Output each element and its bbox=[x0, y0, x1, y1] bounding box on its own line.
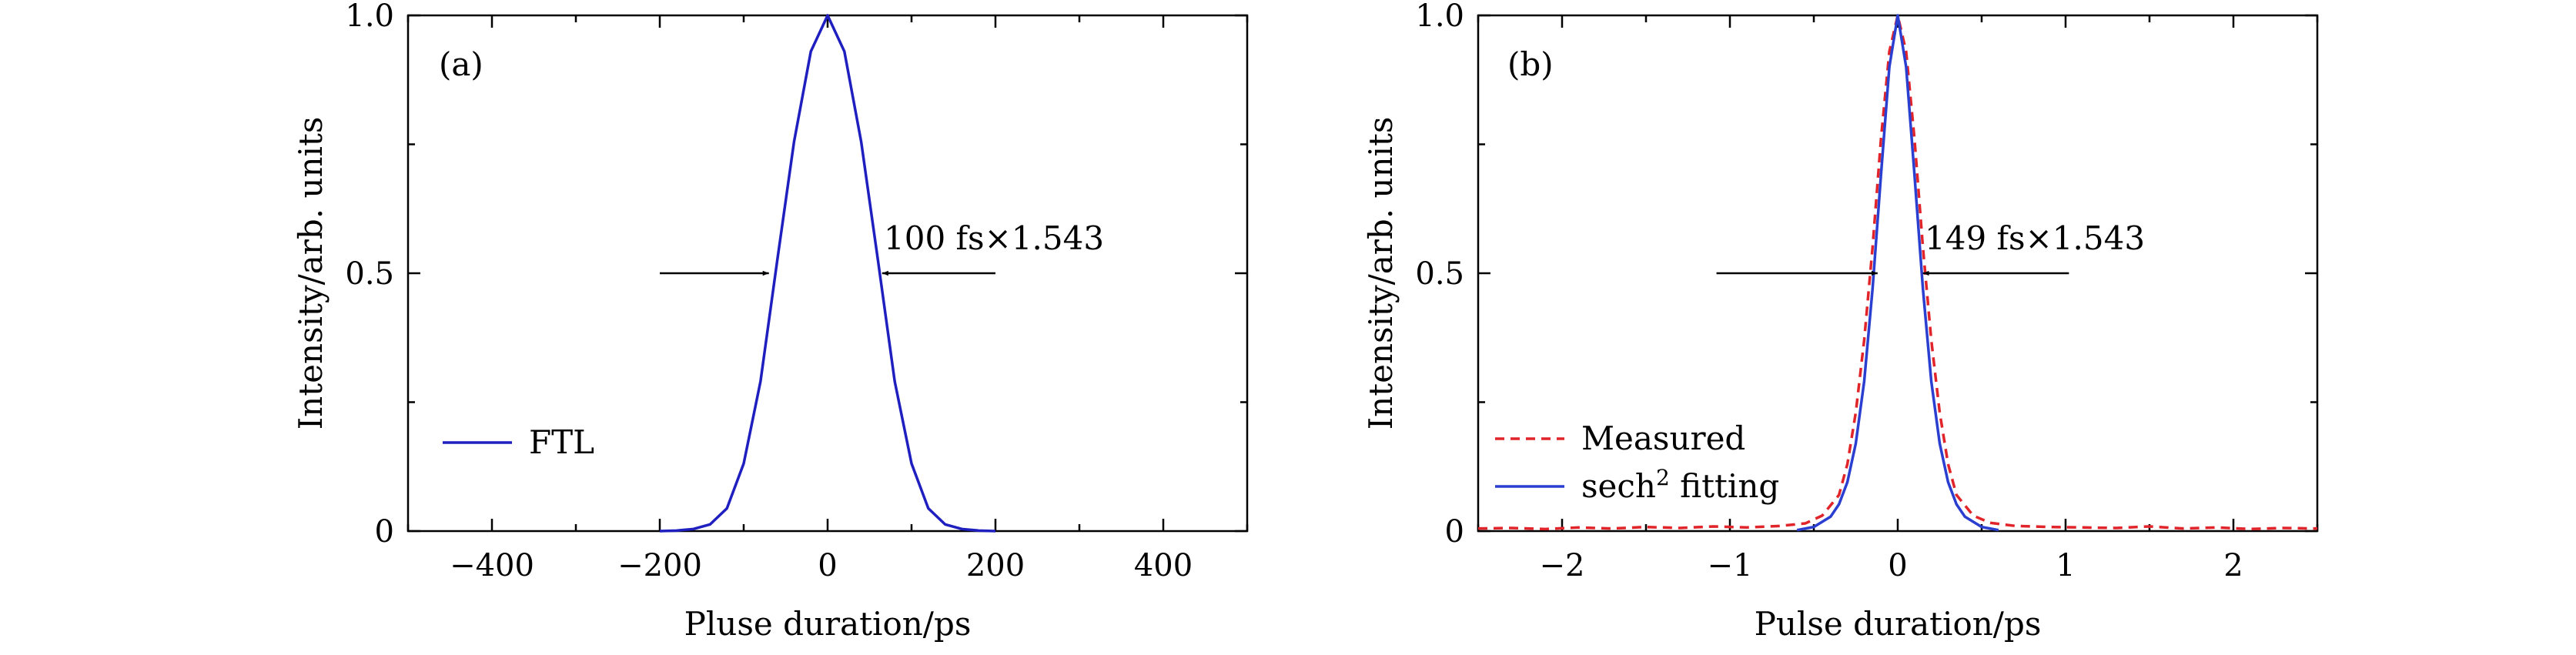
panel-a-series bbox=[659, 14, 996, 533]
x-tick-label: 0 bbox=[1888, 548, 1907, 583]
panel-b-x-ticks: −2 −1 0 1 2 bbox=[1477, 15, 2319, 583]
x-tick-label: −400 bbox=[450, 548, 534, 583]
legend-fitting-text: fitting bbox=[1670, 467, 1780, 505]
legend-sech-text: sech bbox=[1581, 467, 1656, 505]
panel-a-label: (a) bbox=[439, 45, 483, 83]
panel-b-annotation-text: 149 fs×1.543 bbox=[1925, 219, 2145, 257]
panel-b-x-axis-label: Pulse duration/ps bbox=[1755, 605, 2042, 643]
x-tick-label: 1 bbox=[2056, 548, 2075, 583]
series-line-measured bbox=[1477, 14, 2318, 531]
x-tick-label: 200 bbox=[966, 548, 1025, 583]
x-tick-label: −1 bbox=[1708, 548, 1753, 583]
panel-a-y-ticks: 0 0.5 1.0 bbox=[345, 0, 1247, 550]
panel-b-label: (b) bbox=[1507, 45, 1554, 83]
y-tick-label: 0.5 bbox=[1415, 256, 1464, 292]
y-tick-label: 1.0 bbox=[345, 0, 394, 34]
y-tick-label: 0 bbox=[375, 514, 394, 550]
panel-a: −400 −200 0 200 400 0 0.5 1.0 (a) Pluse durati… bbox=[292, 0, 1249, 643]
panel-a-y-axis-label: Intensity/arb. units bbox=[292, 117, 330, 430]
x-tick-label: −200 bbox=[617, 548, 702, 583]
panel-b: −2 −1 0 1 2 0 0.5 1.0 (b) Pulse duration/ps In… bbox=[1362, 0, 2319, 643]
series-line-ftl bbox=[659, 14, 996, 533]
panel-b-y-axis-label: Intensity/arb. units bbox=[1362, 117, 1400, 430]
x-tick-label: 2 bbox=[2223, 548, 2243, 583]
panel-a-legend: FTL bbox=[443, 423, 594, 461]
x-tick-label: 0 bbox=[818, 548, 837, 583]
y-tick-label: 0 bbox=[1445, 514, 1464, 550]
panel-a-x-axis-label: Pluse duration/ps bbox=[684, 605, 972, 643]
x-tick-label: −2 bbox=[1540, 548, 1585, 583]
panel-b-fwhm-annotation: 149 fs×1.543 bbox=[1716, 219, 2145, 276]
y-tick-label: 0.5 bbox=[345, 256, 394, 292]
legend-superscript-2: 2 bbox=[1656, 465, 1670, 490]
panel-b-y-ticks: 0 0.5 1.0 bbox=[1415, 0, 2317, 550]
y-tick-label: 1.0 bbox=[1415, 0, 1464, 34]
panel-b-legend-label-measured: Measured bbox=[1581, 419, 1745, 457]
panel-a-legend-label-ftl: FTL bbox=[529, 423, 594, 461]
panel-a-annotation-text: 100 fs×1.543 bbox=[884, 219, 1104, 257]
x-tick-label: 400 bbox=[1134, 548, 1193, 583]
panel-b-series bbox=[1477, 14, 2318, 532]
series-line-sech2-fitting bbox=[1796, 14, 1999, 532]
panel-b-legend: Measured sech2 fitting bbox=[1495, 419, 1779, 505]
panel-a-x-ticks: −400 −200 0 200 400 bbox=[406, 15, 1249, 583]
panel-a-fwhm-annotation: 100 fs×1.543 bbox=[660, 219, 1104, 276]
panel-b-legend-label-fit: sech2 fitting bbox=[1581, 465, 1779, 505]
